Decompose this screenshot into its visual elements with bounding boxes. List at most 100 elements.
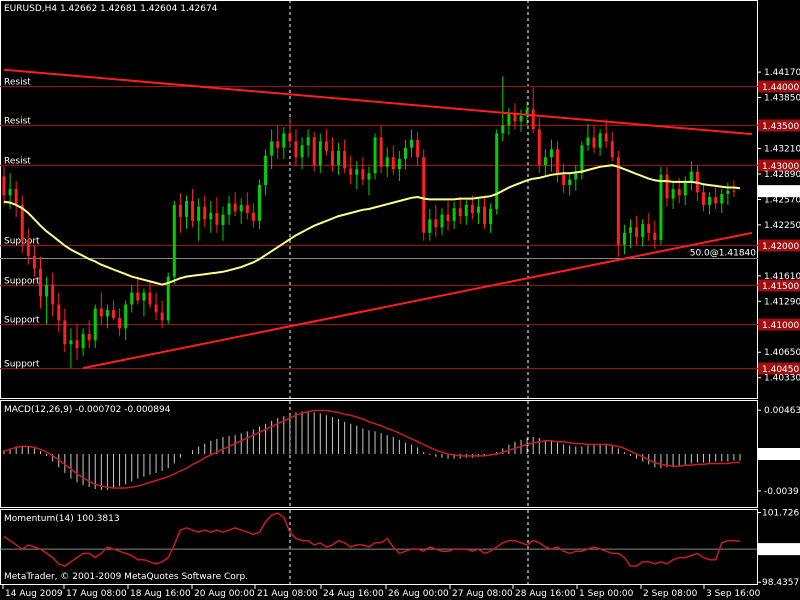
- candle-body-90: [549, 149, 553, 158]
- candle-body-87: [531, 109, 535, 130]
- candle-body-4: [26, 240, 30, 256]
- candle-body-66: [403, 147, 407, 159]
- copyright-text: MetaTrader, © 2001-2009 MetaQuotes Softw…: [4, 572, 248, 582]
- level-price-marker-6: [758, 362, 800, 375]
- candle-body-71: [434, 219, 438, 228]
- candle-body-115: [702, 192, 706, 205]
- price-tick-label-0: 1.44170: [764, 68, 800, 78]
- candle-body-45: [276, 141, 280, 148]
- time-tick-label-3: 20 Aug 00:00: [194, 589, 255, 599]
- candle-body-43: [264, 155, 268, 186]
- macd-panel[interactable]: 0.004636 0.0000 -0.0039 MACD(12,26,9) -0.0…: [0, 400, 800, 508]
- candle-body-95: [580, 145, 584, 174]
- candle-body-7: [45, 284, 49, 297]
- momentum-separator-lines: [289, 510, 529, 584]
- candle-body-64: [391, 157, 395, 170]
- level-price-text-0: 1.44000: [762, 83, 799, 93]
- candle-body-103: [629, 227, 633, 233]
- candle-body-110: [671, 189, 675, 199]
- candle-body-31: [191, 201, 195, 221]
- candle-body-53: [324, 141, 328, 151]
- price-panel[interactable]: Resist 1.44000 Resist 1.43500 Resist 1.43000 S…: [0, 0, 800, 399]
- candle-body-44: [270, 141, 274, 156]
- candle-body-74: [452, 208, 456, 221]
- candle-body-84: [513, 113, 517, 122]
- fibo-level[interactable]: 50.0@1.41840: [0, 249, 758, 259]
- level-price-marker-2: [758, 159, 800, 172]
- candle-body-99: [604, 133, 608, 142]
- candle-body-40: [245, 205, 249, 213]
- fibo-label: 50.0@1.41840: [690, 249, 757, 259]
- momentum-tick-label-1: 100.0000: [762, 546, 800, 556]
- candle-body-105: [641, 224, 645, 237]
- macd-axis: 0.004636 0.0000 -0.0039: [757, 406, 800, 497]
- candle-body-72: [440, 214, 444, 228]
- candle-body-54: [330, 150, 334, 166]
- candle-body-24: [148, 292, 152, 305]
- level-price-marker-1: [758, 119, 800, 132]
- candle-body-104: [635, 227, 639, 237]
- candle-body-60: [367, 173, 371, 180]
- price-tick-label-3: 1.42890: [764, 170, 800, 180]
- candle-body-58: [355, 169, 359, 175]
- time-tick-label-4: 21 Aug 08:00: [257, 589, 318, 599]
- macd-title: MACD(12,26,9) -0.000702 -0.000894: [4, 405, 171, 415]
- trendlines[interactable]: [3, 68, 753, 370]
- level-label-1: Resist: [4, 117, 31, 127]
- moving-average: [3, 164, 741, 286]
- macd-signal-line: [3, 409, 740, 489]
- level-price-text-6: 1.40450: [762, 365, 799, 375]
- candle-body-25: [154, 304, 158, 313]
- candle-body-62: [379, 137, 383, 167]
- candle-body-117: [714, 197, 718, 204]
- candle-body-47: [288, 133, 292, 142]
- level-label-0: Resist: [4, 78, 31, 88]
- level-label-6: Support: [4, 360, 40, 370]
- price-tick-label-6: 1.41610: [764, 272, 800, 282]
- candle-body-6: [38, 268, 42, 297]
- candle-body-111: [677, 189, 681, 196]
- candle-body-30: [184, 201, 188, 217]
- candle-body-39: [239, 205, 243, 212]
- candle-body-2: [14, 189, 18, 205]
- candle-body-118: [720, 193, 724, 204]
- trendline-0: [3, 68, 753, 136]
- candle-body-70: [428, 219, 432, 233]
- candle-body-37: [227, 203, 231, 215]
- candle-body-81: [495, 133, 499, 209]
- macd-tick-label-1: 0.0000: [764, 451, 796, 461]
- candle-body-69: [422, 157, 426, 233]
- level-price-marker-4: [758, 279, 800, 292]
- momentum-polyline: [3, 512, 741, 567]
- candle-body-79: [483, 206, 487, 225]
- moving-average-line: [3, 164, 741, 286]
- candle-body-55: [337, 150, 341, 166]
- candle-body-29: [178, 205, 182, 217]
- candle-body-38: [233, 203, 237, 212]
- candle-body-16: [99, 308, 103, 317]
- candle-body-101: [616, 157, 620, 245]
- candle-body-85: [519, 115, 523, 122]
- momentum-axis: 101.7267 100.0000 98.4357: [757, 509, 800, 588]
- candle-body-96: [586, 137, 590, 146]
- price-tick-label-8: 1.40650: [764, 348, 800, 358]
- momentum-line: [0, 512, 758, 567]
- candle-body-78: [476, 206, 480, 213]
- level-price-text-2: 1.43000: [762, 162, 799, 172]
- candle-body-65: [397, 158, 401, 170]
- level-price-text-4: 1.41500: [762, 282, 799, 292]
- momentum-panel[interactable]: 101.7267 100.0000 98.4357 Momentum(14) 100…: [0, 509, 800, 589]
- candle-body-112: [683, 181, 687, 196]
- candle-body-11: [69, 340, 73, 345]
- candle-body-33: [203, 206, 207, 220]
- price-tick-label-5: 1.42250: [764, 221, 800, 231]
- candle-body-41: [251, 212, 255, 221]
- price-tick-label-7: 1.41290: [764, 297, 800, 307]
- candle-body-82: [501, 125, 505, 134]
- candle-body-42: [257, 185, 261, 221]
- candle-body-59: [361, 169, 365, 180]
- level-price-text-5: 1.41000: [762, 321, 799, 331]
- price-tick-label-2: 1.43210: [764, 144, 800, 154]
- candle-body-23: [142, 292, 146, 301]
